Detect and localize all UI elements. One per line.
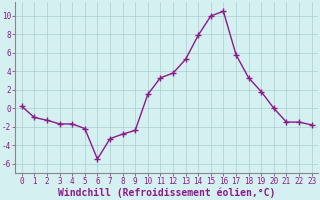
- X-axis label: Windchill (Refroidissement éolien,°C): Windchill (Refroidissement éolien,°C): [58, 187, 276, 198]
